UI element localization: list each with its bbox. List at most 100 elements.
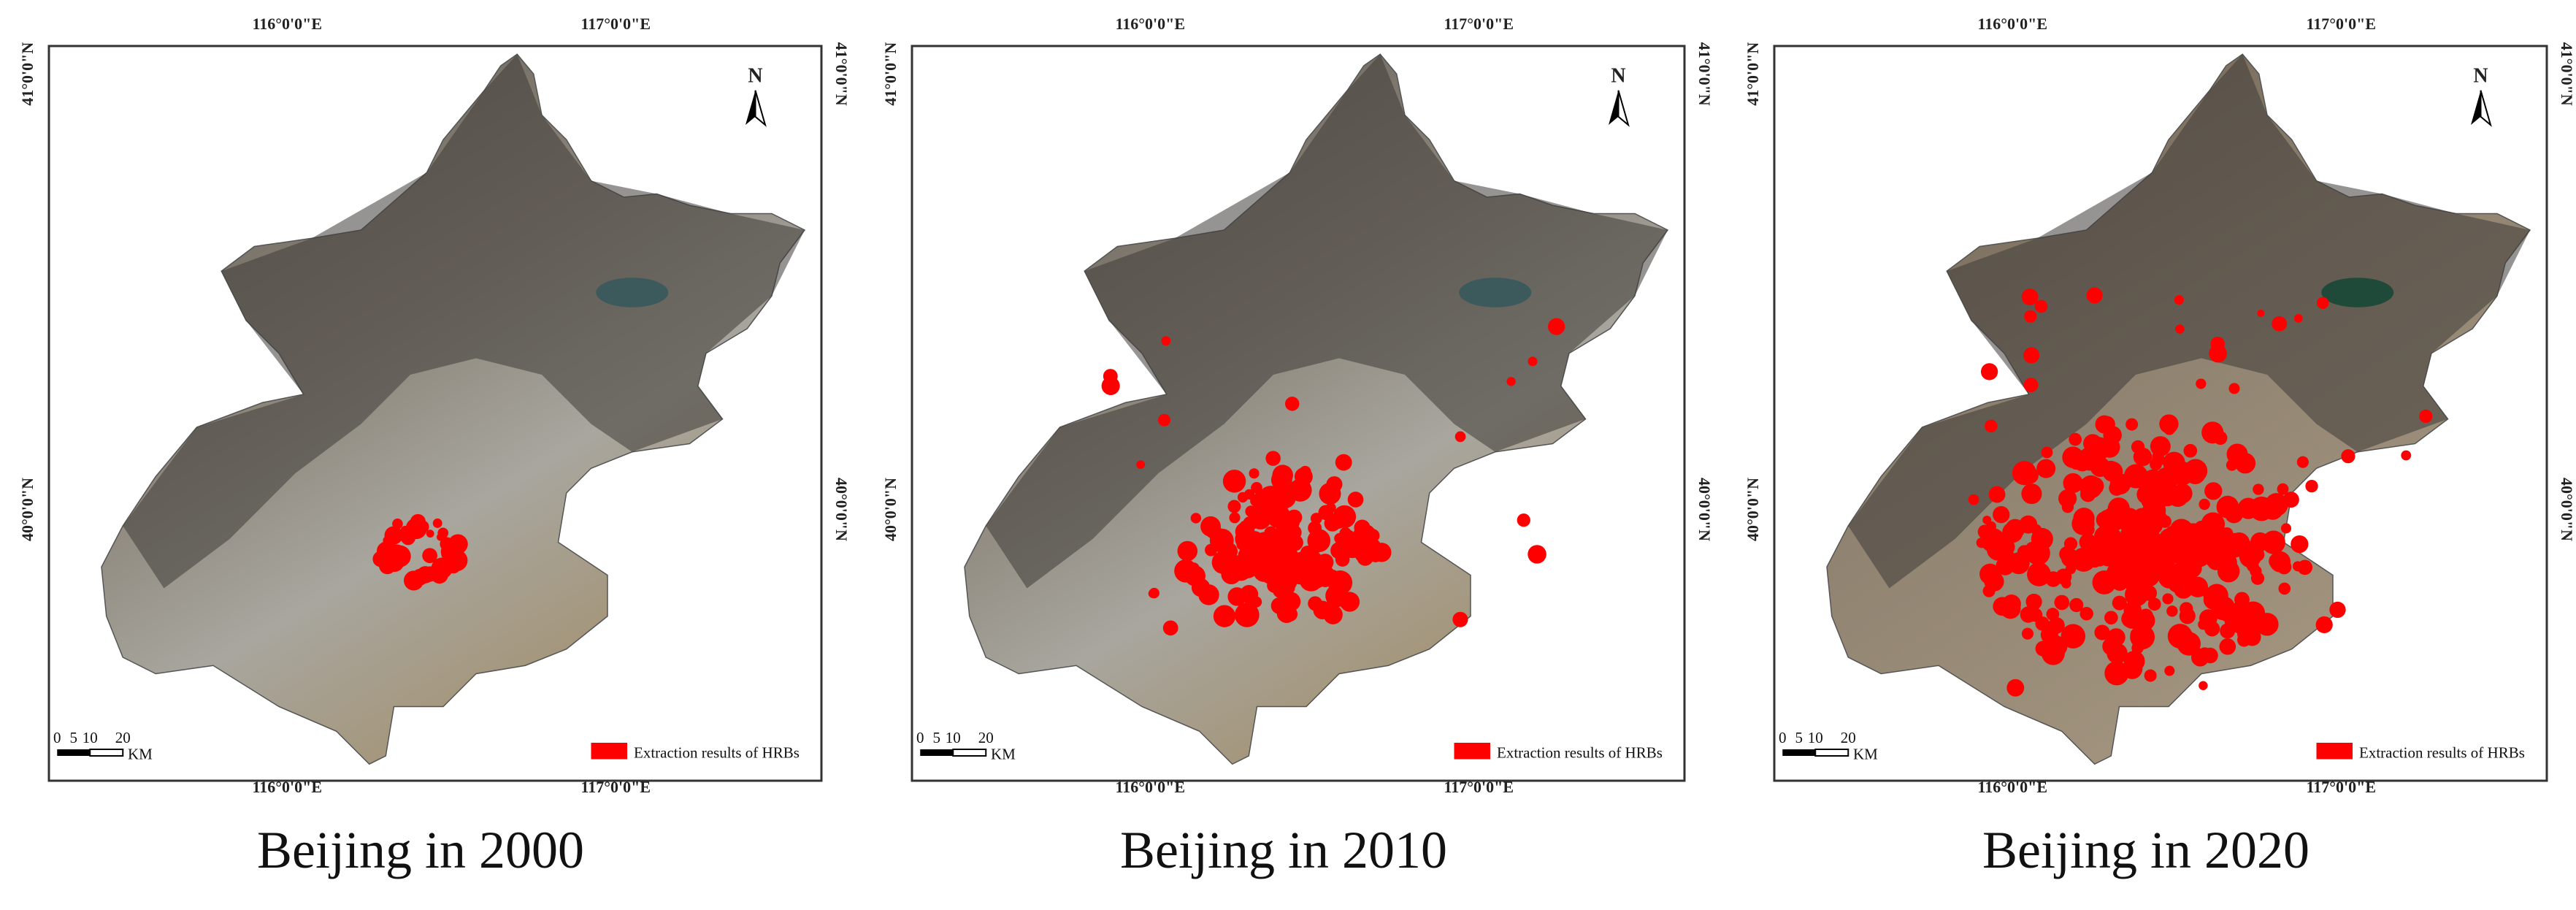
scale-unit: KM	[1853, 746, 1878, 763]
hrb-patch	[440, 543, 457, 560]
hrb-patch	[2059, 546, 2075, 562]
legend-swatch	[591, 743, 627, 760]
hrb-patch	[1308, 596, 1323, 611]
north-arrow	[2480, 90, 2492, 127]
hrb-patch	[2293, 313, 2303, 323]
hrb-patch	[2182, 558, 2202, 578]
hrb-patch	[1326, 517, 1341, 532]
hrb-patch	[1270, 570, 1294, 594]
hrb-patch	[1291, 567, 1308, 585]
north-label: N	[2473, 65, 2488, 88]
hrb-patch	[1345, 546, 1357, 558]
mountain-area	[986, 54, 1668, 589]
hrb-patch	[2282, 492, 2299, 508]
hrb-patch	[2226, 459, 2238, 471]
hrb-patch	[2062, 446, 2084, 468]
hrb-patch	[2209, 344, 2227, 363]
legend-label: Extraction results of HRBs	[634, 743, 800, 761]
hrb-patch	[1235, 527, 1257, 551]
hrb-patch	[2196, 378, 2207, 389]
scale-segment	[57, 749, 91, 756]
hrb-patch	[2006, 678, 2025, 697]
hrb-patch	[437, 533, 445, 541]
hrb-patch	[2174, 295, 2184, 305]
hrb-patch	[2133, 447, 2153, 467]
hrb-patch	[1982, 567, 1998, 584]
hrb-patch	[422, 548, 437, 564]
hrb-patch	[1281, 529, 1295, 541]
panel-caption: Beijing in 2020	[1982, 821, 2309, 879]
hrb-patch	[2166, 605, 2178, 617]
panel-caption: Beijing in 2010	[1120, 821, 1447, 879]
hrb-patch	[2025, 593, 2042, 611]
hrb-patch	[1229, 512, 1241, 524]
latitude-label: 41°0'0"N	[2558, 42, 2576, 106]
hrb-patch	[2098, 416, 2115, 433]
hrb-patch	[2058, 489, 2077, 508]
hrb-patch	[2021, 288, 2039, 306]
hrb-patch	[2142, 498, 2166, 522]
hrb-patch	[2255, 613, 2279, 636]
hrb-patch	[2147, 597, 2161, 611]
hrb-patch	[1265, 451, 1281, 466]
hrb-patch	[2250, 565, 2262, 578]
hrb-patch	[1200, 516, 1221, 537]
hrb-patch	[2170, 545, 2190, 565]
hrb-patch	[1222, 470, 1246, 493]
hrb-patch	[1982, 584, 1996, 597]
hrb-patch	[1198, 584, 1219, 605]
hrb-patch	[1527, 545, 1546, 564]
north-label: N	[1611, 65, 1625, 88]
hrb-patch	[2012, 461, 2037, 486]
hrb-patch	[2023, 486, 2038, 502]
hrb-patch	[2027, 562, 2051, 586]
hrb-patch	[2101, 460, 2120, 480]
hrb-patch	[1162, 620, 1178, 636]
hrb-patch	[2291, 535, 2309, 554]
hrb-patch	[2277, 483, 2289, 495]
hrb-patch	[1264, 545, 1276, 558]
hrb-patch	[1270, 513, 1281, 524]
scale-tick: 20	[115, 729, 131, 746]
north-arrow	[1609, 90, 1619, 125]
hrb-patch	[1985, 419, 1998, 433]
hrb-patch	[2041, 446, 2053, 459]
hrb-patch	[1980, 363, 1998, 381]
hrb-patch	[1250, 495, 1261, 507]
scale-tick: 5	[933, 729, 941, 746]
hrb-patch	[1993, 506, 2010, 524]
hrb-patch	[2046, 608, 2060, 621]
hrb-patch	[1250, 508, 1271, 529]
latitude-label: 41°0'0"N	[1744, 42, 1762, 106]
mountain-area	[1848, 54, 2530, 589]
hrb-patch	[1251, 490, 1275, 513]
hrb-patch	[2031, 524, 2042, 535]
hrb-patch	[1205, 543, 1218, 557]
hrb-patch	[1506, 377, 1516, 386]
scale-segment	[952, 749, 987, 757]
hrb-patch	[2305, 480, 2318, 493]
hrb-patch	[2004, 597, 2015, 608]
hrb-patch	[2401, 450, 2412, 461]
hrb-patch	[1281, 592, 1301, 611]
hrb-patch	[2139, 608, 2153, 624]
hrb-patch	[384, 526, 403, 545]
hrb-patch	[2094, 555, 2106, 567]
scale-tick: 10	[1808, 729, 1823, 746]
hrb-patch	[2048, 617, 2065, 634]
hrb-patch	[1281, 553, 1294, 566]
reservoir	[596, 278, 669, 307]
hrb-patch	[1187, 562, 1200, 575]
hrb-patch	[2063, 473, 2083, 494]
scale-segment	[1782, 749, 1816, 756]
hrb-patch	[2017, 545, 2032, 559]
hrb-patch	[1986, 538, 2009, 561]
hrb-patch	[1335, 454, 1352, 471]
hrb-patch	[1230, 559, 1252, 581]
hrb-patch	[2175, 324, 2185, 334]
hrb-patch	[2092, 570, 2117, 594]
hrb-patch	[1234, 603, 1260, 627]
hrb-patch	[2054, 594, 2070, 611]
hrb-patch	[2147, 535, 2167, 555]
